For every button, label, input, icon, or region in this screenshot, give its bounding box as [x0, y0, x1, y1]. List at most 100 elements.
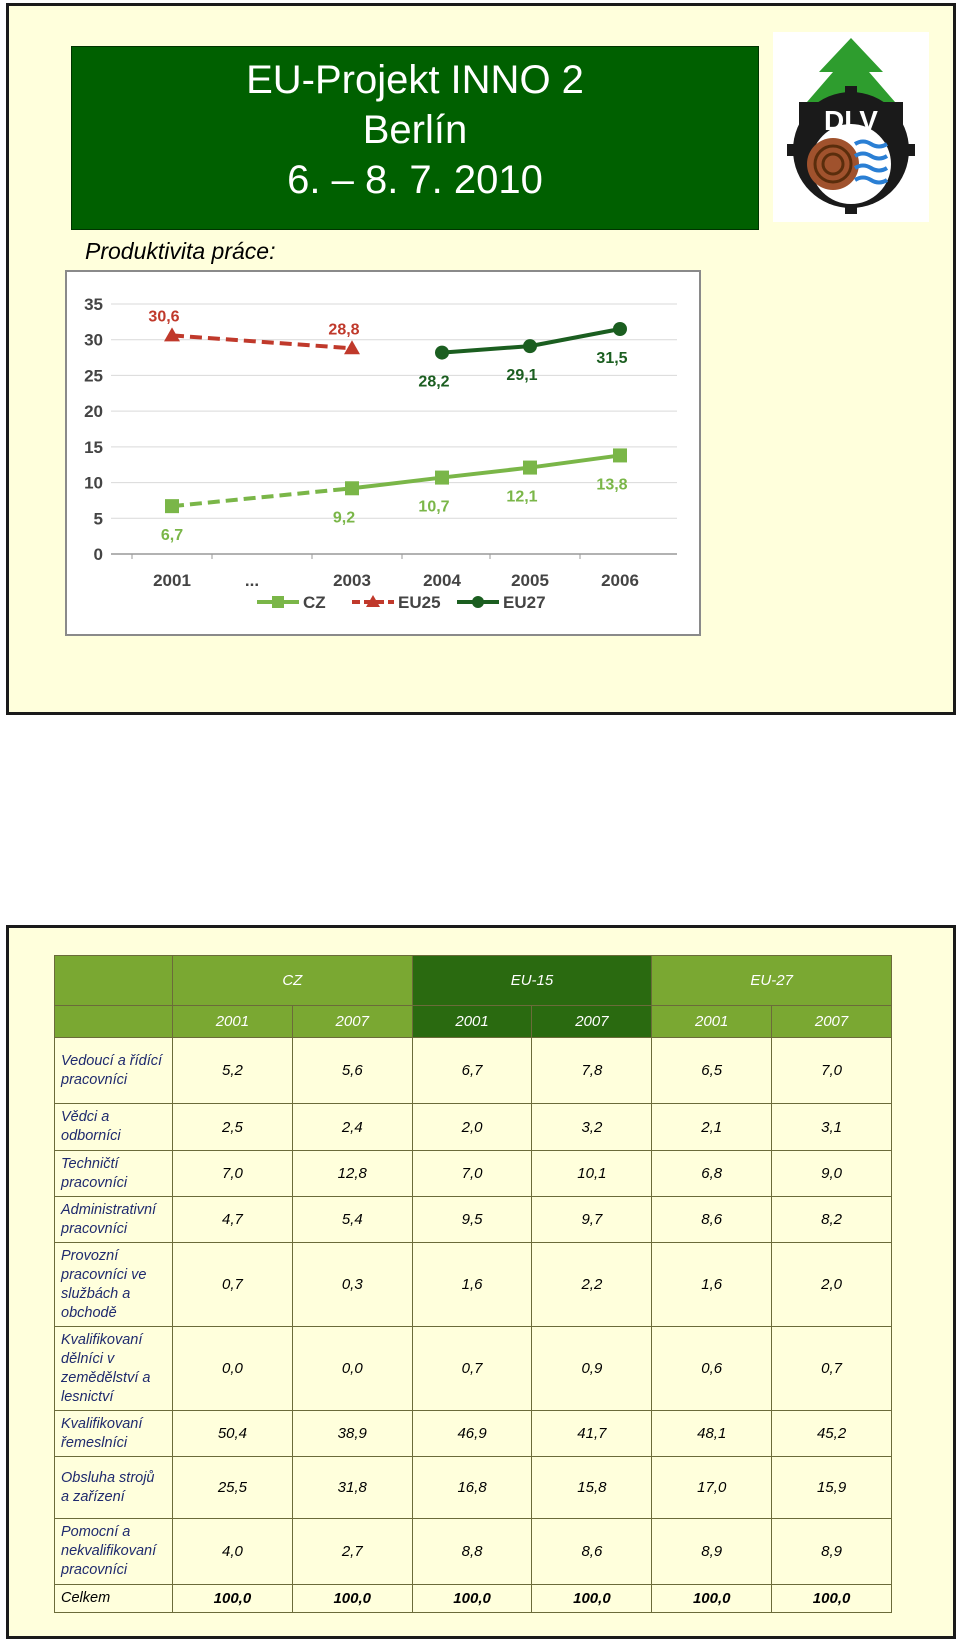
productivity-chart: 0 5 10 15 20 25 30 35 2001... 2003 2004 2005 2006 6,7… [65, 270, 701, 636]
table-cell: 6,8 [651, 1150, 773, 1197]
legend-marker [272, 596, 284, 608]
data-label: 28,2 [418, 374, 449, 391]
data-point [345, 481, 359, 496]
table-cell: 6,7 [411, 1037, 533, 1104]
y-tick-label: 30 [84, 331, 103, 350]
total-cell: 100,0 [172, 1584, 293, 1613]
table-cell: 8,6 [651, 1196, 773, 1243]
series-line-cz [529, 453, 621, 470]
table-cell: 10,1 [531, 1150, 653, 1197]
y-tick-label: 5 [94, 509, 103, 528]
table-cell: 7,0 [172, 1150, 293, 1197]
table-row: Kvalifikovaní dělníci v zemědělství a le… [54, 1326, 892, 1411]
table-cell: 2,0 [771, 1242, 892, 1327]
table-cell: 6,5 [651, 1037, 773, 1104]
row-label: Vedoucí a řídící pracovníci [54, 1037, 173, 1104]
total-cell: 100,0 [651, 1584, 773, 1613]
occupation-table: CZ EU-15 EU-27 2001 2007 2001 2007 2001 … [54, 955, 892, 1613]
data-point [165, 499, 179, 514]
data-label: 9,2 [333, 509, 355, 526]
group-eu15: EU-15 [411, 955, 653, 1006]
data-label: 28,8 [328, 321, 359, 338]
data-point [523, 460, 537, 475]
chart-svg: 0 5 10 15 20 25 30 35 2001... 2003 2004 2005 2006 6,7… [84, 295, 677, 612]
table-cell: 5,6 [291, 1037, 413, 1104]
table-cell: 8,2 [771, 1196, 892, 1243]
table-cell: 9,7 [531, 1196, 653, 1243]
series-line-eu27 [441, 344, 531, 355]
table-cell: 8,6 [531, 1518, 653, 1585]
table-cell: 0,0 [291, 1326, 413, 1411]
y-tick-label: 0 [94, 545, 103, 564]
table-row: Pomocní a nekvalifikovaní pracovníci 4,0 2… [54, 1518, 892, 1585]
table-cell: 41,7 [531, 1410, 653, 1457]
row-label: Provozní pracovníci ve službách a obchod… [54, 1242, 173, 1327]
table-cell: 48,1 [651, 1410, 773, 1457]
series-line-eu25 [171, 333, 353, 351]
year-header-row: 2001 2007 2001 2007 2001 2007 [54, 1005, 892, 1038]
table-row: Techničtí pracovníci 7,0 12,8 7,0 10,1 6,8 9,0 [54, 1150, 892, 1197]
group-eu27: EU-27 [651, 955, 892, 1006]
year-header: 2001 [411, 1005, 533, 1038]
row-label: Kvalifikovaní dělníci v zemědělství a le… [54, 1326, 173, 1411]
x-tick-label: 2003 [333, 571, 371, 590]
series-line-cz [441, 465, 531, 480]
series-line-eu27 [529, 327, 621, 349]
data-label: 31,5 [596, 350, 627, 367]
table-cell: 7,8 [531, 1037, 653, 1104]
slide-occupations: CZ EU-15 EU-27 2001 2007 2001 2007 2001 … [6, 925, 956, 1639]
row-label: Vědci a odborníci [54, 1103, 173, 1151]
table-cell: 8,8 [411, 1518, 533, 1585]
group-header-row: CZ EU-15 EU-27 [54, 955, 892, 1006]
table-cell: 0,7 [172, 1242, 293, 1327]
table-cell: 31,8 [291, 1456, 413, 1519]
series-line-cz [171, 486, 353, 509]
x-tick-label: 2005 [511, 571, 549, 590]
year-header: 2001 [651, 1005, 773, 1038]
data-point [435, 345, 449, 360]
table-corner [54, 955, 173, 1006]
table-cell: 5,2 [172, 1037, 293, 1104]
table-cell: 8,9 [771, 1518, 892, 1585]
table-cell: 0,3 [291, 1242, 413, 1327]
y-tick-label: 15 [84, 438, 103, 457]
total-cell: 100,0 [411, 1584, 533, 1613]
title-box: EU-Projekt INNO 2 Berlín 6. – 8. 7. 2010 [71, 46, 759, 230]
row-label: Obsluha strojů a zařízení [54, 1456, 173, 1519]
table-cell: 4,0 [172, 1518, 293, 1585]
data-label: 10,7 [418, 499, 449, 516]
table-cell: 8,9 [651, 1518, 773, 1585]
table-cell: 15,8 [531, 1456, 653, 1519]
table-cell: 7,0 [771, 1037, 892, 1104]
y-tick-label: 20 [84, 402, 103, 421]
data-point [344, 340, 360, 355]
x-tick-label: 2006 [601, 571, 639, 590]
x-tick-label: 2001 [153, 571, 191, 590]
total-cell: 100,0 [531, 1584, 653, 1613]
table-cell: 9,0 [771, 1150, 892, 1197]
table-cell: 2,2 [531, 1242, 653, 1327]
data-point [164, 327, 180, 342]
table-cell: 2,0 [411, 1103, 533, 1151]
title-line-1: EU-Projekt INNO 2 [246, 58, 584, 102]
table-cell: 7,0 [411, 1150, 533, 1197]
total-label: Celkem [54, 1584, 173, 1613]
row-label: Pomocní a nekvalifikovaní pracovníci [54, 1518, 173, 1585]
data-label: 6,7 [161, 527, 183, 544]
data-label: 30,6 [148, 308, 179, 325]
chart-subtitle: Produktivita práce: [85, 238, 276, 264]
table-row: Vedoucí a řídící pracovníci 5,2 5,6 6,7 7,8 6… [54, 1037, 892, 1104]
table-row: Kvalifikovaní řemeslníci 50,4 38,9 46,9 41,7… [54, 1410, 892, 1457]
data-label: 13,8 [596, 476, 627, 493]
dlv-logo: DLV [773, 32, 929, 222]
table-cell: 2,1 [651, 1103, 773, 1151]
table-cell: 2,4 [291, 1103, 413, 1151]
table-row: Provozní pracovníci ve službách a obchod… [54, 1242, 892, 1327]
table-cell: 3,1 [771, 1103, 892, 1151]
data-point [435, 470, 449, 485]
table-cell: 25,5 [172, 1456, 293, 1519]
data-point [523, 339, 537, 354]
title-line-2: Berlín [362, 108, 468, 152]
slide-productivity: EU-Projekt INNO 2 Berlín 6. – 8. 7. 2010… [6, 3, 956, 715]
table-cell: 1,6 [651, 1242, 773, 1327]
